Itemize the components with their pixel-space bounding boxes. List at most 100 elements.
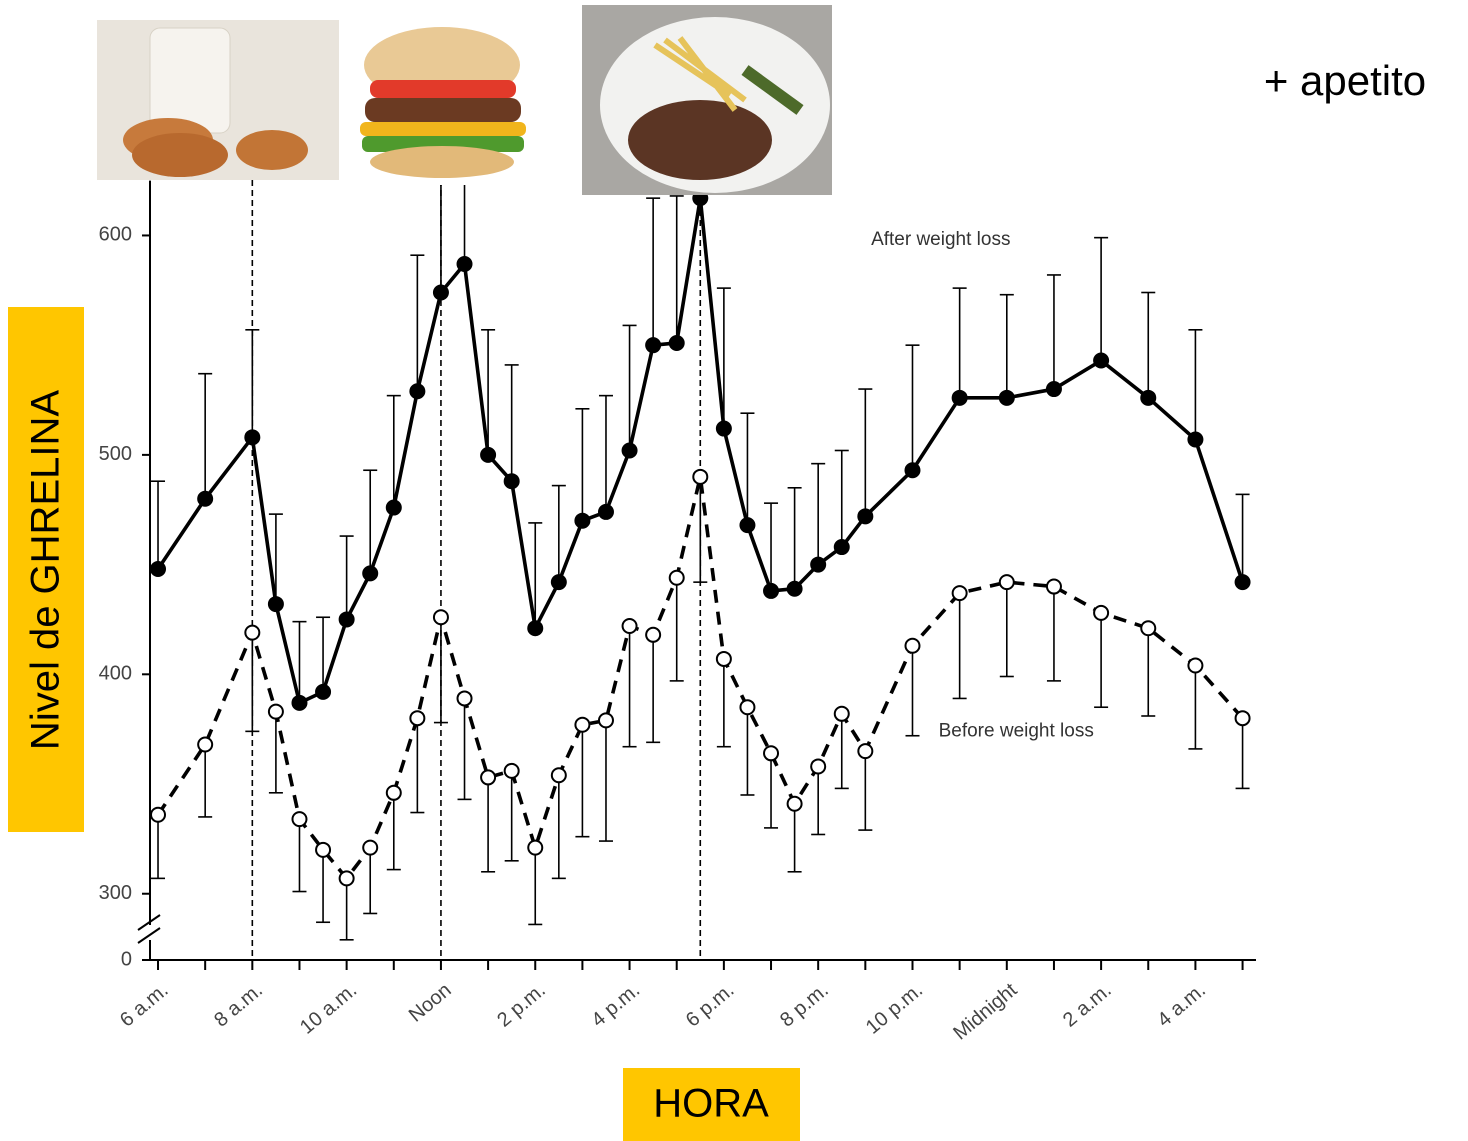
point — [998, 389, 1015, 406]
point — [432, 284, 449, 301]
point — [385, 784, 402, 801]
photo-burger — [355, 25, 530, 185]
x-tick-label: 10 p.m. — [862, 979, 927, 1039]
x-tick-label: 4 a.m. — [1153, 979, 1210, 1032]
point — [574, 716, 591, 733]
point — [715, 650, 732, 667]
x-tick-label: 6 a.m. — [116, 979, 173, 1032]
annotation: Before weight loss — [939, 720, 1094, 741]
point — [597, 712, 614, 729]
point — [197, 490, 214, 507]
point — [432, 609, 449, 626]
point — [951, 585, 968, 602]
point — [1234, 574, 1251, 591]
y-tick-label: 300 — [99, 882, 132, 904]
point — [692, 468, 709, 485]
point — [315, 841, 332, 858]
x-axis-label: HORA — [653, 1082, 769, 1126]
point — [1045, 381, 1062, 398]
point — [621, 618, 638, 635]
x-tick-label: 10 a.m. — [296, 979, 361, 1039]
point — [503, 473, 520, 490]
point — [739, 517, 756, 534]
annotation: After weight loss — [871, 229, 1010, 250]
point — [763, 582, 780, 599]
point — [857, 743, 874, 760]
point — [362, 839, 379, 856]
point — [385, 499, 402, 516]
photo-milk-biscuits — [97, 20, 339, 180]
point — [621, 442, 638, 459]
point — [645, 626, 662, 643]
x-tick-label: 2 a.m. — [1059, 979, 1116, 1032]
x-tick-label: 2 p.m. — [493, 979, 550, 1032]
point — [150, 806, 167, 823]
point — [810, 556, 827, 573]
point — [1187, 431, 1204, 448]
plot-area: 0 300 400 500 600 6 a.m. 8 a.m. 10 a.m. Noon 2 p.… — [99, 146, 1256, 1045]
point — [362, 565, 379, 582]
point — [1140, 620, 1157, 637]
y-label-bg — [8, 307, 84, 832]
point — [951, 389, 968, 406]
point — [480, 769, 497, 786]
point — [1045, 578, 1062, 595]
x-tick-label: Midnight — [949, 979, 1021, 1045]
point — [668, 334, 685, 351]
point — [338, 870, 355, 887]
y-axis-label: Nivel de GHRELINA — [24, 390, 68, 750]
point — [715, 420, 732, 437]
point — [857, 508, 874, 525]
point — [527, 620, 544, 637]
point — [786, 795, 803, 812]
x-tick-label: 8 a.m. — [210, 979, 267, 1032]
photo-steak — [582, 5, 832, 195]
point — [267, 703, 284, 720]
point — [786, 580, 803, 597]
point — [810, 758, 827, 775]
y-tick-label: 600 — [99, 224, 132, 246]
point — [597, 503, 614, 520]
point — [291, 694, 308, 711]
point — [1187, 657, 1204, 674]
y-tick-label: 400 — [99, 663, 132, 685]
x-tick-label: 8 p.m. — [776, 979, 833, 1032]
axis-break — [137, 927, 161, 944]
x-tick-label: Noon — [405, 979, 456, 1027]
point — [998, 574, 1015, 591]
y-tick-label: 500 — [99, 443, 132, 465]
point — [904, 462, 921, 479]
point — [904, 637, 921, 654]
point — [645, 337, 662, 354]
point — [409, 710, 426, 727]
point — [409, 383, 426, 400]
point — [833, 705, 850, 722]
point — [1093, 604, 1110, 621]
point — [456, 255, 473, 272]
point — [1093, 352, 1110, 369]
point — [480, 446, 497, 463]
point — [763, 745, 780, 762]
x-tick-label: 4 p.m. — [587, 979, 644, 1032]
point — [833, 539, 850, 556]
y-tick-label: 0 — [121, 948, 132, 970]
point — [1140, 389, 1157, 406]
side-note: + apetito — [1264, 57, 1426, 104]
point — [244, 429, 261, 446]
point — [550, 574, 567, 591]
x-label-bg — [623, 1068, 800, 1141]
point — [197, 736, 214, 753]
point — [244, 624, 261, 641]
point — [267, 596, 284, 613]
point — [668, 569, 685, 586]
point — [1234, 710, 1251, 727]
point — [574, 512, 591, 529]
point — [338, 611, 355, 628]
point — [291, 811, 308, 828]
point — [527, 839, 544, 856]
axis-break — [137, 914, 161, 931]
point — [739, 699, 756, 716]
point — [456, 690, 473, 707]
